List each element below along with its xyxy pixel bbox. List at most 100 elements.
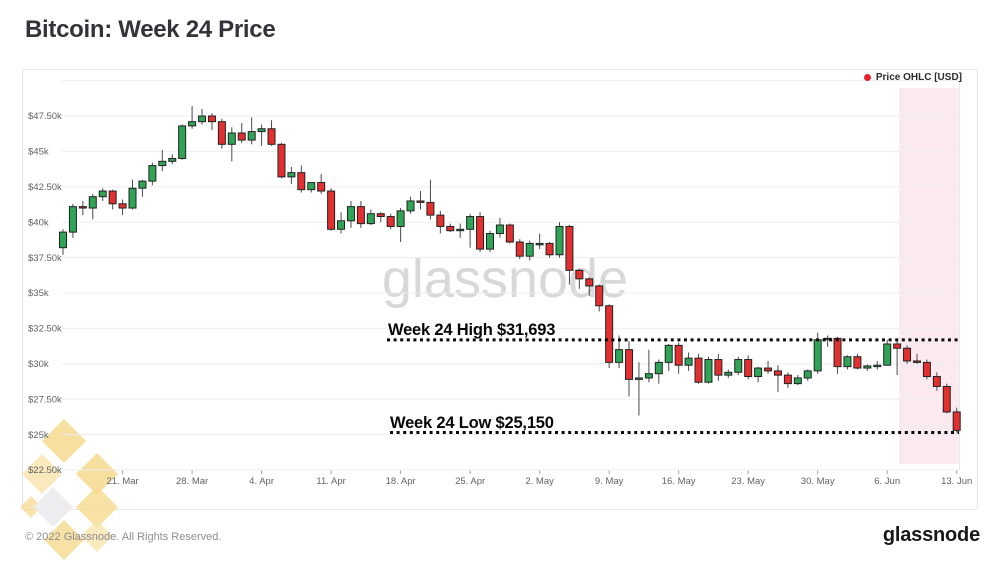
candle-up bbox=[684, 357, 693, 366]
logo-facet bbox=[20, 496, 42, 518]
x-tick-label: 13. Jun bbox=[941, 476, 972, 487]
week24-high-annotation: Week 24 High $31,693 bbox=[388, 321, 556, 339]
x-tick-label: 4. Apr bbox=[249, 476, 274, 487]
candle-down bbox=[595, 285, 604, 307]
glassnode-logo-watermark bbox=[20, 419, 118, 560]
candle-down bbox=[952, 411, 961, 431]
candle-down bbox=[942, 385, 951, 413]
candle-up bbox=[634, 377, 643, 380]
candle-down bbox=[714, 359, 723, 376]
candle-down bbox=[565, 225, 574, 271]
candle-down bbox=[674, 344, 683, 366]
x-tick-label: 21. Mar bbox=[106, 476, 138, 487]
candle-down bbox=[207, 115, 216, 123]
y-tick-label: $27.50k bbox=[28, 394, 62, 405]
candle-up bbox=[525, 242, 534, 257]
candle-up bbox=[456, 228, 465, 232]
candle-down bbox=[386, 216, 395, 227]
candle-up bbox=[68, 206, 77, 233]
candle-up bbox=[158, 160, 167, 167]
candle-up bbox=[287, 172, 296, 178]
candle-down bbox=[476, 216, 485, 250]
candle-up bbox=[555, 225, 564, 256]
legend-label: Price OHLC [USD] bbox=[875, 72, 962, 83]
candle-down bbox=[237, 132, 246, 141]
candle-down bbox=[744, 359, 753, 378]
x-tick-label: 18. Apr bbox=[386, 476, 416, 487]
candle-up bbox=[803, 370, 812, 379]
candle-down bbox=[853, 356, 862, 369]
y-tick-label: $37.50k bbox=[28, 253, 62, 264]
x-tick-label: 11. Apr bbox=[316, 476, 345, 487]
legend-marker-icon bbox=[863, 74, 871, 81]
candle-up bbox=[396, 210, 405, 227]
candle-down bbox=[912, 360, 921, 363]
x-tick-label: 9. May bbox=[595, 476, 624, 487]
candle-up bbox=[535, 242, 544, 246]
candle-up bbox=[615, 349, 624, 363]
legend-item-price-ohlc[interactable]: Price OHLC [USD] bbox=[863, 72, 962, 83]
candle-up bbox=[227, 132, 236, 145]
candle-down bbox=[625, 349, 634, 380]
candle-up bbox=[863, 365, 872, 369]
y-tick-label: $30k bbox=[28, 359, 49, 370]
candle-down bbox=[932, 376, 941, 387]
candle-down bbox=[505, 224, 514, 243]
candle-up bbox=[664, 344, 673, 363]
candle-up bbox=[307, 182, 316, 191]
x-tick-label: 23. May bbox=[731, 476, 765, 487]
candle-down bbox=[426, 201, 435, 216]
candle-down bbox=[575, 269, 584, 280]
candle-down bbox=[446, 225, 455, 232]
week24-low-annotation: Week 24 Low $25,150 bbox=[390, 414, 554, 432]
candle-up bbox=[813, 339, 822, 372]
candle-down bbox=[118, 203, 127, 209]
y-tick-label: $42.50k bbox=[28, 182, 62, 193]
candle-down bbox=[277, 143, 286, 178]
candle-down bbox=[327, 190, 336, 230]
glassnode-wordmark: glassnode bbox=[882, 524, 980, 546]
candle-down bbox=[416, 200, 425, 203]
candle-down bbox=[317, 182, 326, 192]
y-tick-label: $35k bbox=[28, 288, 49, 299]
candle-up bbox=[654, 361, 663, 375]
logo-facet bbox=[22, 454, 62, 494]
candle-up bbox=[883, 343, 892, 366]
candle-down bbox=[108, 190, 117, 205]
candle-down bbox=[903, 347, 912, 362]
candle-up bbox=[754, 367, 763, 378]
logo-facet bbox=[81, 520, 113, 552]
y-tick-label: $22.50k bbox=[28, 465, 62, 476]
candle-up bbox=[495, 224, 504, 235]
candle-down bbox=[545, 242, 554, 256]
candle-up bbox=[734, 359, 743, 373]
candle-down bbox=[376, 213, 385, 218]
candle-down bbox=[922, 361, 931, 378]
candle-up bbox=[198, 115, 207, 123]
x-tick-label: 2. May bbox=[525, 476, 554, 487]
candle-up bbox=[346, 206, 355, 222]
candle-down bbox=[893, 343, 902, 349]
candle-up bbox=[88, 196, 97, 209]
candle-down bbox=[783, 374, 792, 385]
candle-down bbox=[585, 278, 594, 287]
candle-down bbox=[773, 370, 782, 376]
logo-facet bbox=[44, 520, 84, 560]
candle-up bbox=[337, 220, 346, 230]
candle-down bbox=[515, 241, 524, 257]
logo-facet bbox=[42, 419, 86, 463]
copyright-text: © 2022 Glassnode. All Rights Reserved. bbox=[25, 531, 222, 543]
candle-up bbox=[843, 356, 852, 368]
candle-down bbox=[436, 214, 445, 227]
candle-down bbox=[297, 172, 306, 191]
candle-down bbox=[694, 357, 703, 383]
logo-facet bbox=[76, 453, 118, 495]
y-tick-label: $25k bbox=[28, 430, 49, 441]
y-tick-label: $32.50k bbox=[28, 324, 62, 335]
candle-up bbox=[247, 131, 256, 141]
candle-up bbox=[168, 157, 177, 162]
candle-down bbox=[217, 121, 226, 145]
logo-facet bbox=[76, 486, 118, 528]
